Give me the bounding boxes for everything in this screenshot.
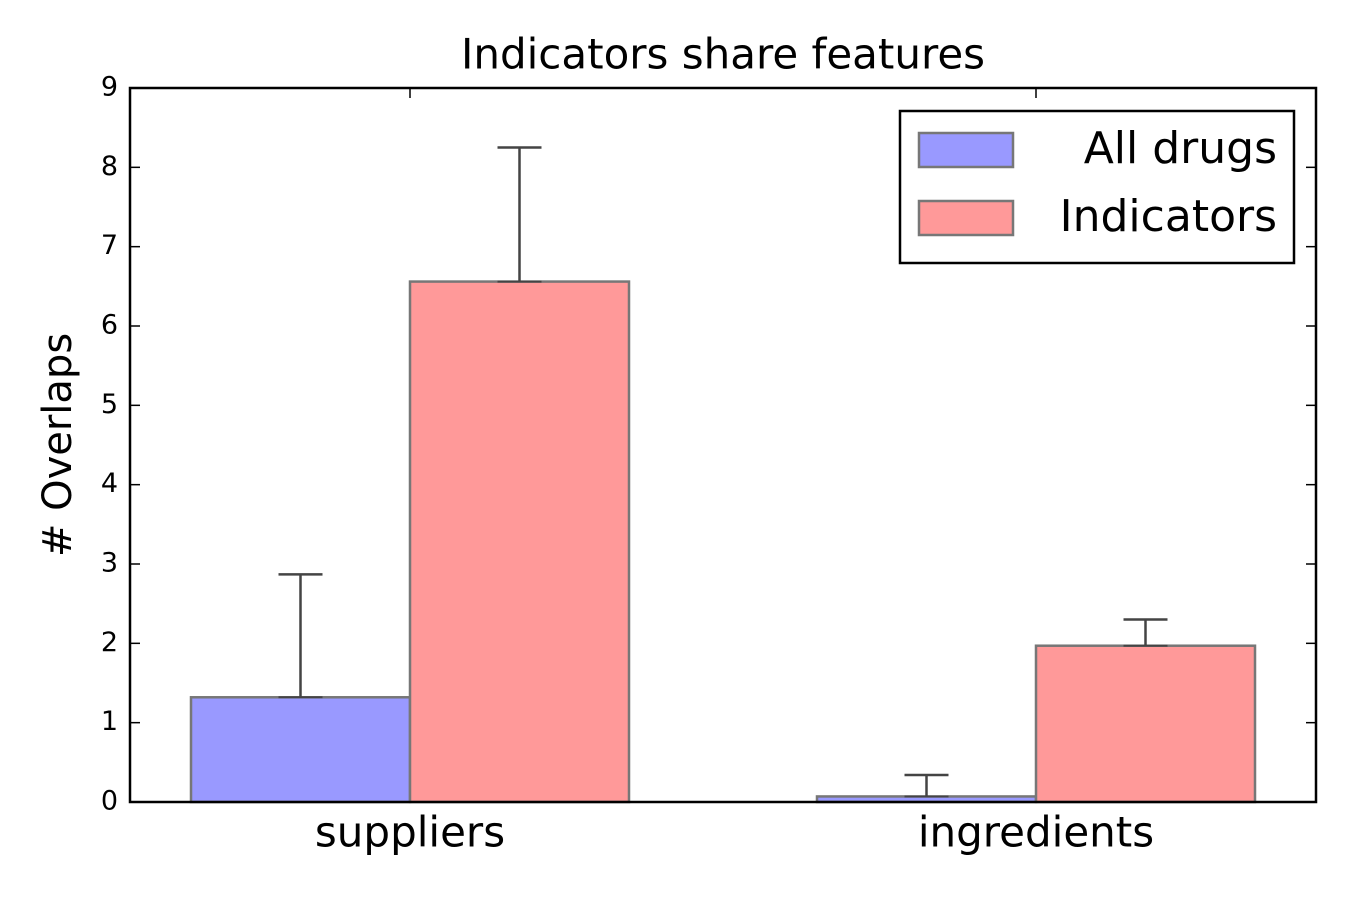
x-tick-label: suppliers [315, 808, 505, 857]
legend-swatch [917, 199, 1015, 237]
y-tick-label: 7 [101, 230, 118, 261]
bar [189, 696, 412, 804]
y-tick-label: 4 [101, 468, 118, 499]
y-tick-label: 2 [101, 627, 118, 658]
bar [408, 280, 631, 804]
y-tick-label: 8 [101, 151, 118, 182]
bar [1034, 644, 1257, 804]
chart-title: Indicators share features [461, 30, 985, 79]
y-tick-label: 9 [101, 72, 118, 103]
legend-label: All drugs [1084, 123, 1277, 174]
y-tick-label: 0 [101, 786, 118, 817]
legend-swatch [917, 131, 1015, 169]
legend-label: Indicators [1060, 191, 1277, 242]
x-tick-label: ingredients [918, 808, 1154, 857]
y-tick-label: 3 [101, 548, 118, 579]
y-axis-label: # Overlaps [35, 333, 81, 557]
y-tick-label: 6 [101, 310, 118, 341]
y-tick-label: 1 [101, 706, 118, 737]
plot-frame [128, 86, 1318, 804]
y-tick-label: 5 [101, 389, 118, 420]
